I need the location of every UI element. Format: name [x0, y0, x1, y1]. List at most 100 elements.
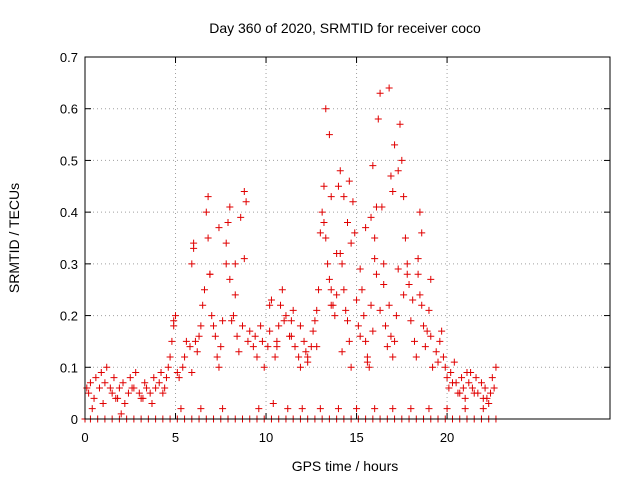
data-point	[318, 208, 326, 216]
data-point	[239, 322, 246, 330]
data-point	[226, 203, 234, 211]
data-point	[126, 374, 134, 382]
data-point	[222, 239, 230, 247]
data-point	[427, 275, 435, 283]
chart-title: Day 360 of 2020, SRMTID for receiver coc…	[209, 20, 481, 36]
data-point	[237, 213, 245, 221]
data-point	[219, 405, 227, 413]
data-point	[414, 255, 422, 263]
data-point	[83, 384, 91, 392]
data-point	[418, 301, 426, 309]
data-point	[327, 193, 335, 201]
data-point	[302, 348, 310, 356]
data-point	[389, 353, 397, 361]
data-point	[168, 337, 176, 345]
data-point	[400, 193, 408, 201]
data-point	[376, 306, 384, 314]
data-point	[465, 379, 473, 387]
data-point	[458, 374, 466, 382]
data-point	[159, 389, 167, 397]
data-point	[369, 162, 377, 170]
data-point	[150, 374, 158, 382]
data-point	[345, 177, 353, 185]
data-point	[110, 374, 118, 382]
data-point	[235, 348, 243, 356]
data-point	[300, 337, 308, 345]
data-point	[103, 363, 111, 371]
x-tick-label: 10	[259, 430, 273, 445]
data-point	[360, 312, 368, 320]
data-point	[253, 353, 261, 361]
data-point	[289, 306, 297, 314]
data-point	[356, 265, 364, 273]
data-point	[273, 343, 281, 351]
data-point	[461, 394, 469, 402]
data-point	[434, 358, 442, 366]
data-point	[188, 260, 196, 268]
data-point	[296, 363, 304, 371]
data-point	[376, 89, 384, 97]
y-tick-label: 0.1	[60, 360, 78, 375]
data-point	[334, 405, 342, 413]
data-point	[97, 368, 105, 376]
data-point	[423, 327, 431, 335]
data-point	[398, 156, 406, 164]
y-tick-label: 0	[71, 412, 78, 427]
data-point	[340, 193, 348, 201]
data-point	[443, 405, 451, 413]
data-point	[271, 353, 279, 361]
x-tick-label: 5	[172, 430, 179, 445]
data-point	[255, 405, 263, 413]
data-point	[266, 301, 274, 309]
y-tick-label: 0.6	[60, 102, 78, 117]
data-point	[182, 337, 190, 345]
data-point	[199, 301, 207, 309]
data-point	[215, 224, 223, 232]
data-point	[291, 343, 299, 351]
data-point	[181, 353, 189, 361]
data-point	[242, 198, 250, 206]
data-point	[298, 405, 306, 413]
data-point	[468, 384, 476, 392]
data-point	[369, 327, 377, 335]
data-point	[351, 229, 359, 237]
data-point	[244, 337, 252, 345]
data-point	[112, 394, 120, 402]
data-point	[313, 306, 321, 314]
data-point	[362, 224, 370, 232]
data-point	[385, 84, 393, 92]
data-point	[372, 203, 380, 211]
data-point	[333, 291, 341, 299]
plot-frame	[84, 56, 611, 420]
data-point	[479, 405, 487, 413]
data-point	[277, 301, 285, 309]
data-point	[258, 337, 266, 345]
data-point	[193, 348, 201, 356]
data-point	[347, 239, 355, 247]
data-point	[157, 368, 165, 376]
data-point	[421, 343, 429, 351]
data-point	[166, 353, 174, 361]
data-point	[217, 343, 225, 351]
data-point	[108, 389, 116, 397]
data-point	[204, 234, 212, 242]
data-point	[445, 384, 453, 392]
data-point	[362, 337, 370, 345]
data-point	[117, 410, 125, 418]
data-point	[470, 389, 478, 397]
data-point	[367, 213, 375, 221]
data-point	[204, 193, 212, 201]
data-point	[161, 384, 169, 392]
data-point	[382, 322, 390, 330]
data-point	[438, 327, 446, 335]
data-point	[414, 270, 422, 278]
data-point	[222, 260, 230, 268]
y-tick-label: 0.3	[60, 257, 78, 272]
data-point	[416, 208, 424, 216]
data-point	[436, 337, 444, 345]
data-point	[483, 394, 491, 402]
data-point	[213, 353, 221, 361]
data-point	[322, 234, 330, 242]
data-point	[463, 368, 471, 376]
data-point	[344, 317, 351, 325]
